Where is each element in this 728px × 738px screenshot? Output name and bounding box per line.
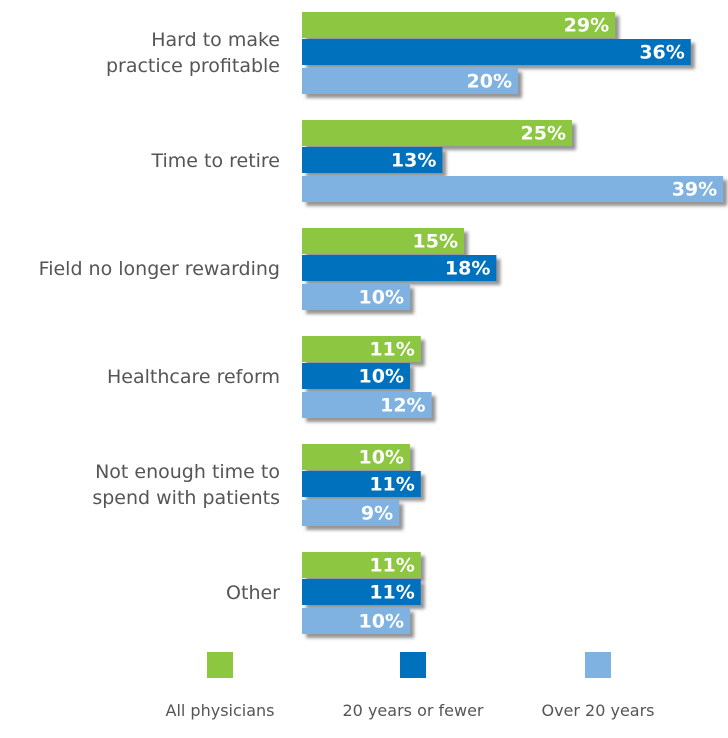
value-label: 10% [359, 287, 404, 309]
value-label: 29% [564, 15, 609, 37]
value-label: 11% [369, 474, 414, 496]
value-label: 12% [380, 395, 425, 417]
legend-swatch [207, 652, 233, 678]
bar [302, 579, 421, 605]
bar [302, 147, 443, 173]
category-label: Hard to make practice profitable [105, 29, 280, 77]
legend-swatch [585, 652, 611, 678]
value-label: 9% [361, 503, 393, 525]
bar [302, 363, 410, 389]
bar [302, 68, 518, 94]
value-label: 18% [445, 258, 490, 280]
value-label: 11% [369, 555, 414, 577]
category-label: Field no longer rewarding [38, 258, 280, 280]
bar [302, 336, 421, 362]
bar [302, 500, 400, 526]
category-label: Healthcare reform [107, 366, 280, 388]
value-label: 10% [359, 447, 404, 469]
value-label: 11% [369, 339, 414, 361]
value-label: 15% [413, 231, 458, 253]
category-label: Not enough time to spend with patients [92, 461, 280, 509]
value-label: 11% [369, 582, 414, 604]
bar [302, 608, 410, 634]
bar [302, 392, 432, 418]
value-label: 39% [672, 179, 717, 201]
category-label: Time to retire [151, 150, 280, 172]
value-label: 10% [359, 366, 404, 388]
bar [302, 39, 691, 65]
bar [302, 552, 421, 578]
bar [302, 12, 616, 38]
legend-label: Over 20 years [541, 701, 655, 720]
bar [302, 228, 464, 254]
category-label: Other [226, 582, 280, 604]
value-label: 13% [391, 150, 436, 172]
legend-label: 20 years or fewer [342, 701, 484, 720]
value-label: 10% [359, 611, 404, 633]
bar [302, 255, 497, 281]
bar [302, 284, 410, 310]
value-label: 36% [639, 42, 684, 64]
legend-swatch [400, 652, 426, 678]
bar [302, 471, 421, 497]
value-label: 25% [521, 123, 566, 145]
legend-label: All physicians [165, 701, 275, 720]
bar [302, 120, 572, 146]
bar [302, 176, 724, 202]
bar [302, 444, 410, 470]
value-label: 20% [467, 71, 512, 93]
